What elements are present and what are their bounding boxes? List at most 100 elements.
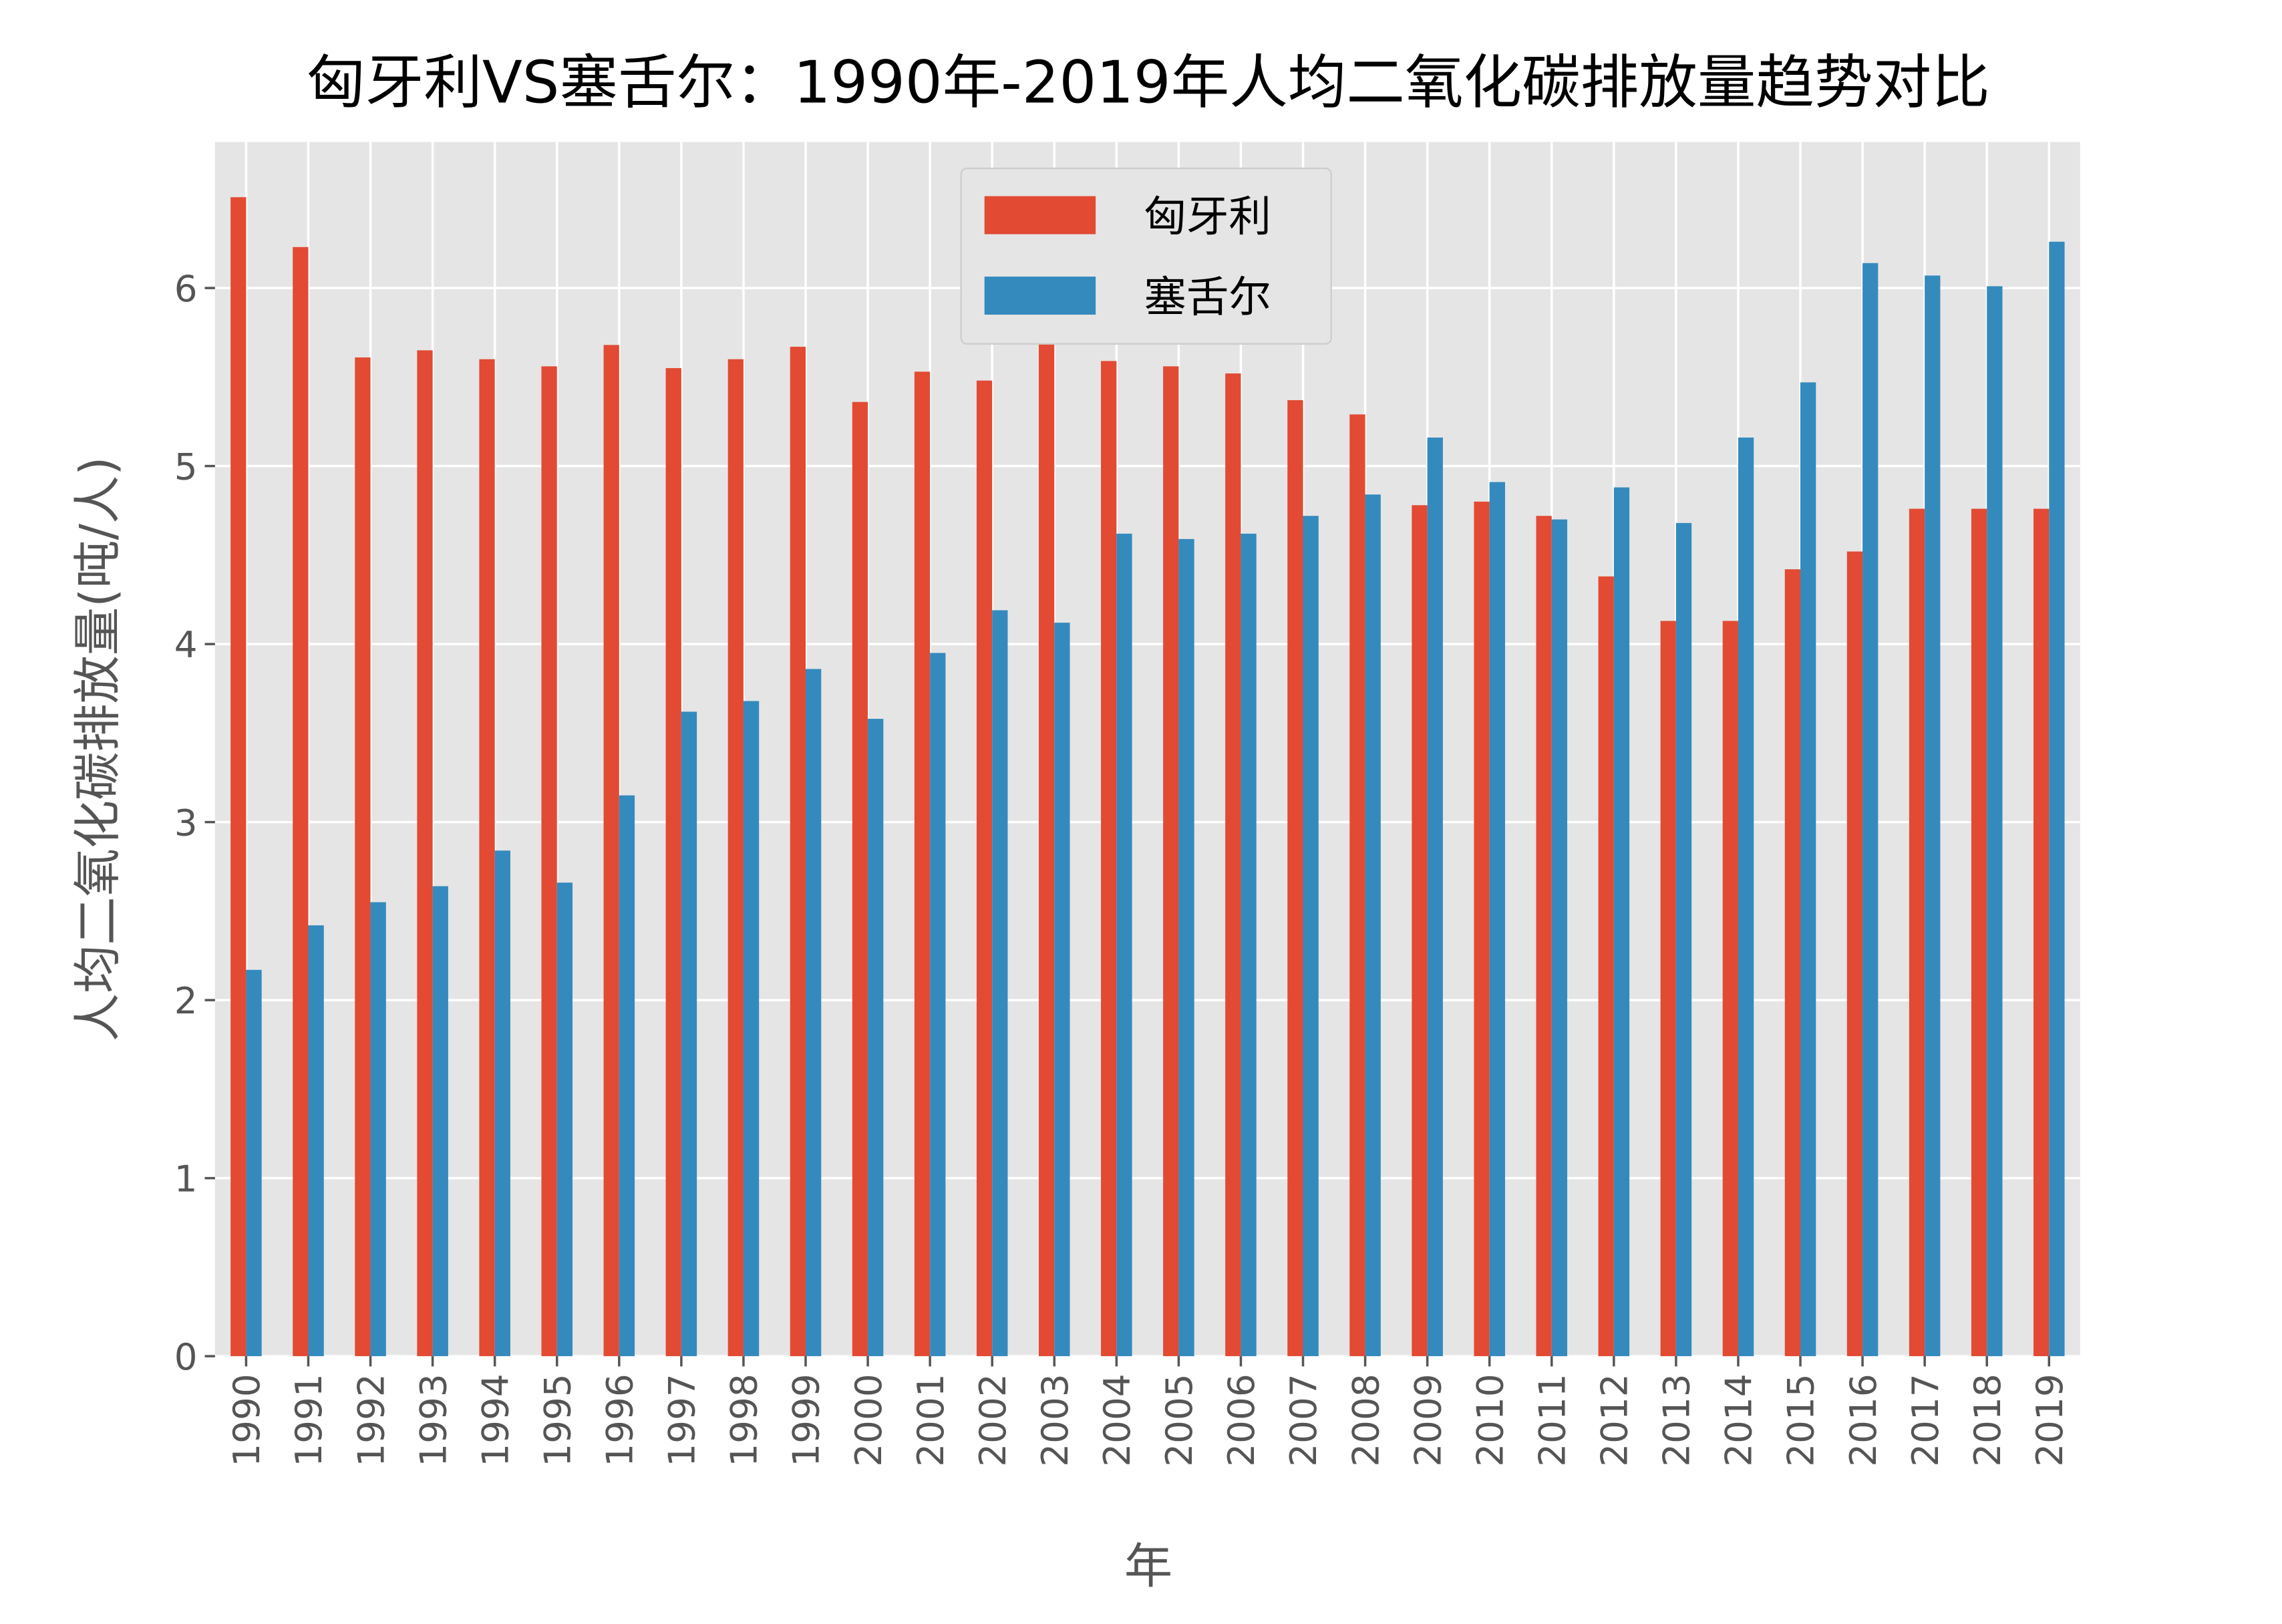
bar-seychelles-2006 xyxy=(1241,533,1257,1357)
bar-hungary-2014 xyxy=(1722,621,1738,1357)
bar-hungary-2003 xyxy=(1038,332,1055,1357)
bar-hungary-2017 xyxy=(1909,508,1925,1357)
bar-seychelles-2010 xyxy=(1489,482,1505,1357)
bar-hungary-1995 xyxy=(541,366,557,1357)
bar-seychelles-1996 xyxy=(619,795,635,1357)
x-tick-label: 1993 xyxy=(412,1373,454,1466)
bar-hungary-1996 xyxy=(603,345,619,1357)
y-tick-label: 2 xyxy=(174,979,198,1022)
bar-seychelles-1998 xyxy=(743,701,760,1357)
bar-hungary-2007 xyxy=(1287,400,1303,1357)
bar-hungary-2000 xyxy=(852,401,868,1357)
y-tick-label: 1 xyxy=(174,1157,198,1200)
x-tick-label: 2002 xyxy=(971,1373,1014,1466)
x-tick-label: 2018 xyxy=(1966,1373,2009,1466)
bar-hungary-2018 xyxy=(1971,508,1987,1357)
bar-hungary-2004 xyxy=(1101,361,1117,1357)
bar-hungary-1992 xyxy=(355,357,371,1357)
y-axis: 0 1 2 3 4 5 6 xyxy=(174,267,215,1378)
bar-seychelles-2001 xyxy=(930,653,946,1357)
x-tick-label: 2014 xyxy=(1718,1373,1760,1466)
bar-seychelles-1994 xyxy=(494,850,510,1357)
y-tick-label: 3 xyxy=(174,801,198,844)
bar-seychelles-2013 xyxy=(1675,522,1692,1357)
x-tick-label: 1997 xyxy=(661,1373,703,1466)
x-axis: 1990 1991 1992 1993 1994 1995 1996 1997 1998 1999… xyxy=(225,1356,2071,1467)
x-tick-label: 1995 xyxy=(536,1373,579,1466)
bar-seychelles-1990 xyxy=(246,969,262,1357)
legend-label-seychelles: 塞舌尔 xyxy=(1144,273,1271,322)
legend-swatch-seychelles xyxy=(984,277,1096,315)
bar-hungary-1994 xyxy=(479,359,495,1357)
bar-hungary-2008 xyxy=(1349,414,1365,1357)
bar-hungary-1991 xyxy=(293,247,309,1357)
bar-seychelles-1999 xyxy=(806,669,822,1357)
bar-seychelles-2002 xyxy=(992,610,1008,1357)
bar-hungary-2005 xyxy=(1163,366,1179,1357)
x-tick-label: 2012 xyxy=(1593,1373,1636,1466)
bar-hungary-1997 xyxy=(665,368,681,1357)
bar-seychelles-1991 xyxy=(308,925,324,1357)
bar-seychelles-1993 xyxy=(432,886,448,1357)
x-axis-label: 年 xyxy=(1124,1538,1172,1595)
bar-hungary-2011 xyxy=(1536,516,1552,1357)
bar-seychelles-2014 xyxy=(1738,437,1754,1357)
bar-seychelles-1992 xyxy=(370,902,386,1357)
x-tick-label: 2017 xyxy=(1904,1373,1947,1466)
x-tick-label: 2003 xyxy=(1033,1373,1076,1466)
bar-seychelles-2004 xyxy=(1116,533,1132,1357)
bar-seychelles-2007 xyxy=(1303,516,1319,1357)
x-tick-label: 2007 xyxy=(1282,1373,1325,1466)
bar-seychelles-1995 xyxy=(556,882,573,1357)
bar-seychelles-2009 xyxy=(1427,437,1443,1357)
x-tick-label: 1999 xyxy=(785,1373,828,1466)
bar-hungary-2001 xyxy=(914,371,931,1357)
bar-seychelles-2011 xyxy=(1551,519,1568,1357)
y-tick-label: 0 xyxy=(174,1335,198,1378)
y-tick-label: 4 xyxy=(174,623,198,666)
bar-seychelles-2005 xyxy=(1178,538,1194,1357)
legend[interactable]: 匈牙利 塞舌尔 xyxy=(960,167,1332,345)
bar-hungary-2012 xyxy=(1598,576,1614,1357)
legend-swatch-hungary xyxy=(984,196,1096,234)
x-tick-label: 2011 xyxy=(1530,1373,1573,1466)
bar-hungary-2006 xyxy=(1225,373,1241,1357)
bar-hungary-2016 xyxy=(1846,551,1863,1357)
bar-seychelles-2008 xyxy=(1365,494,1381,1357)
x-tick-label: 2006 xyxy=(1220,1373,1263,1466)
x-tick-label: 2015 xyxy=(1780,1373,1822,1466)
bars xyxy=(230,197,2065,1357)
x-tick-label: 2010 xyxy=(1468,1373,1511,1466)
bar-hungary-2019 xyxy=(2033,508,2050,1357)
y-tick-label: 5 xyxy=(174,445,198,488)
x-tick-label: 2009 xyxy=(1406,1373,1449,1466)
y-tick-label: 6 xyxy=(174,267,198,310)
x-tick-label: 2000 xyxy=(847,1373,890,1466)
chart-title: 匈牙利VS塞舌尔：1990年-2019年人均二氧化碳排放量趋势对比 xyxy=(307,48,1990,116)
bar-hungary-1998 xyxy=(727,359,744,1357)
bar-hungary-2009 xyxy=(1412,505,1428,1357)
bar-hungary-1993 xyxy=(417,350,433,1357)
bar-seychelles-2015 xyxy=(1800,382,1816,1357)
bar-seychelles-2003 xyxy=(1054,623,1070,1357)
x-tick-label: 1998 xyxy=(723,1373,766,1466)
legend-label-hungary: 匈牙利 xyxy=(1144,192,1271,241)
bar-seychelles-2019 xyxy=(2049,241,2065,1357)
bar-hungary-2002 xyxy=(976,380,993,1357)
bar-seychelles-2000 xyxy=(868,719,884,1357)
x-tick-label: 2013 xyxy=(1655,1373,1698,1466)
x-tick-label: 2005 xyxy=(1158,1373,1200,1466)
x-tick-label: 1996 xyxy=(599,1373,641,1466)
bar-seychelles-2017 xyxy=(1925,275,1941,1357)
bar-seychelles-2018 xyxy=(1987,286,2003,1357)
bar-hungary-1990 xyxy=(230,197,247,1357)
x-tick-label: 2016 xyxy=(1842,1373,1885,1466)
bar-hungary-2013 xyxy=(1660,621,1676,1357)
bar-seychelles-2016 xyxy=(1862,263,1879,1357)
x-tick-label: 1994 xyxy=(474,1373,516,1466)
x-tick-label: 1991 xyxy=(287,1373,330,1466)
bar-hungary-1999 xyxy=(790,347,806,1357)
y-axis-label: 人均二氧化碳排放量(吨/人) xyxy=(70,457,126,1041)
bar-seychelles-1997 xyxy=(681,711,697,1357)
